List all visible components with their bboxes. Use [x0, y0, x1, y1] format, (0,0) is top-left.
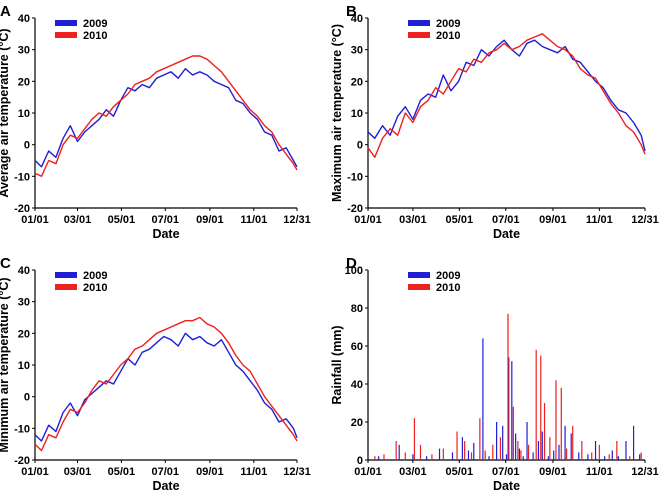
- chart-a-x-tick-label: 11/01: [240, 214, 267, 226]
- chart-c-x-tick-label: 11/01: [240, 466, 267, 478]
- chart-a-legend-label-2010: 2010: [83, 30, 107, 42]
- chart-d-legend-swatch-2009: [408, 272, 430, 278]
- chart-b-series-2010-line: [367, 33, 646, 159]
- chart-d-panel-letter: D: [346, 255, 357, 272]
- chart-a-y-tick-label: -20: [14, 203, 30, 215]
- chart-b: B -20 -10 0 10 20 30 40 01/01 03/01 05/01 07/01 09/0…: [330, 3, 659, 241]
- chart-d-x-tick-label: 03/01: [399, 466, 427, 478]
- chart-b-y-tick-label: -10: [347, 171, 363, 183]
- chart-b-y-tick-label: 30: [351, 45, 363, 57]
- chart-d-y-tick-label: 100: [345, 265, 363, 277]
- chart-a-x-tick-label: 03/01: [64, 214, 92, 226]
- chart-a-x-tick-label: 12/31: [283, 214, 311, 226]
- chart-a-y-axis-title: Average air temperature (°C): [0, 28, 11, 197]
- chart-b-legend-label-2010: 2010: [436, 30, 460, 42]
- chart-a-y-tick-label: 20: [18, 76, 30, 88]
- chart-c-legend-swatch-2010: [55, 284, 77, 290]
- chart-d-x-axis-title: Date: [493, 479, 520, 493]
- chart-d-x-tick-label: 11/01: [586, 466, 613, 478]
- chart-c-series-2010-line: [34, 316, 298, 452]
- chart-c-y-tick-label: -10: [14, 423, 30, 435]
- chart-a-series-2009-line: [34, 67, 298, 168]
- chart-a-x-tick-label: 05/01: [108, 214, 136, 226]
- chart-b-y-tick-label: -20: [347, 203, 363, 215]
- chart-d-y-tick-label: 80: [351, 303, 363, 315]
- chart-c-x-tick-label: 12/31: [283, 466, 311, 478]
- chart-b-legend-swatch-2010: [408, 32, 430, 38]
- chart-b-legend-swatch-2009: [408, 20, 430, 26]
- chart-c-x-tick-label: 09/01: [196, 466, 224, 478]
- chart-c: C -20 -10 0 10 20 30 40 01/01 03/01 05/01 07/01 09/0…: [0, 255, 311, 493]
- chart-a-legend-swatch-2009: [55, 20, 77, 26]
- chart-b-x-tick-label: 05/01: [446, 214, 474, 226]
- chart-d-y-tick-label: 40: [351, 379, 363, 391]
- chart-d-x-tick-label: 05/01: [446, 466, 474, 478]
- chart-d-y-tick-label: 60: [351, 341, 363, 353]
- chart-a-legend-swatch-2010: [55, 32, 77, 38]
- chart-b-y-axis-title: Maximum air temperature (°C): [330, 24, 344, 202]
- chart-b-x-tick-label: 12/31: [631, 214, 659, 226]
- chart-c-x-axis-title: Date: [152, 479, 179, 493]
- chart-b-x-tick-label: 09/01: [539, 214, 567, 226]
- chart-d-x-tick-label: 07/01: [492, 466, 520, 478]
- chart-a-panel-letter: A: [0, 3, 11, 20]
- chart-b-y-tick-label: 40: [351, 13, 363, 25]
- chart-b-legend-label-2009: 2009: [436, 18, 460, 30]
- chart-d-x-tick-label: 01/01: [354, 466, 382, 478]
- chart-a-y-tick-label: 0: [24, 140, 30, 152]
- chart-c-panel-letter: C: [0, 255, 11, 272]
- chart-a-x-axis-title: Date: [152, 227, 179, 241]
- chart-c-y-tick-label: 30: [18, 297, 30, 309]
- chart-b-x-tick-label: 11/01: [586, 214, 613, 226]
- chart-d-y-tick-label: 20: [351, 417, 363, 429]
- chart-c-x-tick-label: 03/01: [64, 466, 92, 478]
- chart-c-y-tick-label: -20: [14, 455, 30, 467]
- chart-c-x-tick-label: 05/01: [108, 466, 136, 478]
- chart-c-legend-label-2010: 2010: [83, 282, 107, 294]
- chart-a-y-tick-label: -10: [14, 171, 30, 183]
- chart-b-y-tick-label: 10: [351, 108, 363, 120]
- chart-a: A -20 -10 0 10 20 30 40 01/01 03/01 05/01 07/01 09/0…: [0, 3, 311, 241]
- chart-d-legend-label-2010: 2010: [436, 282, 460, 294]
- chart-d-y-axis-title: Rainfall (mm): [330, 325, 344, 404]
- chart-d-x-tick-label: 12/31: [631, 466, 659, 478]
- chart-b-y-tick-label: 20: [351, 76, 363, 88]
- chart-b-x-tick-label: 03/01: [399, 214, 427, 226]
- chart-c-legend-label-2009: 2009: [83, 270, 107, 282]
- chart-c-y-tick-label: 10: [18, 360, 30, 372]
- chart-c-y-tick-label: 0: [24, 392, 30, 404]
- chart-b-panel-letter: B: [346, 3, 357, 20]
- chart-d-legend-swatch-2010: [408, 284, 430, 290]
- chart-b-x-axis-title: Date: [493, 227, 520, 241]
- chart-c-x-tick-label: 01/01: [21, 466, 49, 478]
- chart-d-x-tick-label: 09/01: [539, 466, 567, 478]
- chart-c-legend-swatch-2009: [55, 272, 77, 278]
- chart-a-x-tick-label: 01/01: [21, 214, 49, 226]
- chart-c-y-tick-label: 20: [18, 328, 30, 340]
- chart-a-x-tick-label: 09/01: [196, 214, 224, 226]
- chart-a-y-tick-label: 30: [18, 45, 30, 57]
- chart-a-series-2010-line: [34, 55, 298, 178]
- chart-a-y-tick-label: 40: [18, 13, 30, 25]
- chart-b-y-tick-label: 0: [357, 140, 363, 152]
- chart-c-series-2009-line: [34, 332, 298, 442]
- chart-a-legend-label-2009: 2009: [83, 18, 107, 30]
- chart-a-y-tick-label: 10: [18, 108, 30, 120]
- chart-a-x-tick-label: 07/01: [152, 214, 180, 226]
- chart-c-y-tick-label: 40: [18, 265, 30, 277]
- chart-c-y-axis-title: Minimum air temperature (°C): [0, 277, 11, 452]
- chart-b-x-tick-label: 01/01: [354, 214, 382, 226]
- chart-d-legend-label-2009: 2009: [436, 270, 460, 282]
- chart-c-x-tick-label: 07/01: [152, 466, 180, 478]
- chart-b-x-tick-label: 07/01: [492, 214, 520, 226]
- chart-b-series-2009-line: [367, 39, 646, 152]
- chart-d-y-tick-label: 0: [357, 455, 363, 467]
- chart-d: D 0 20 40 60 80 100 01/01 03/01 05/01 07/01 09/01 11…: [330, 255, 659, 493]
